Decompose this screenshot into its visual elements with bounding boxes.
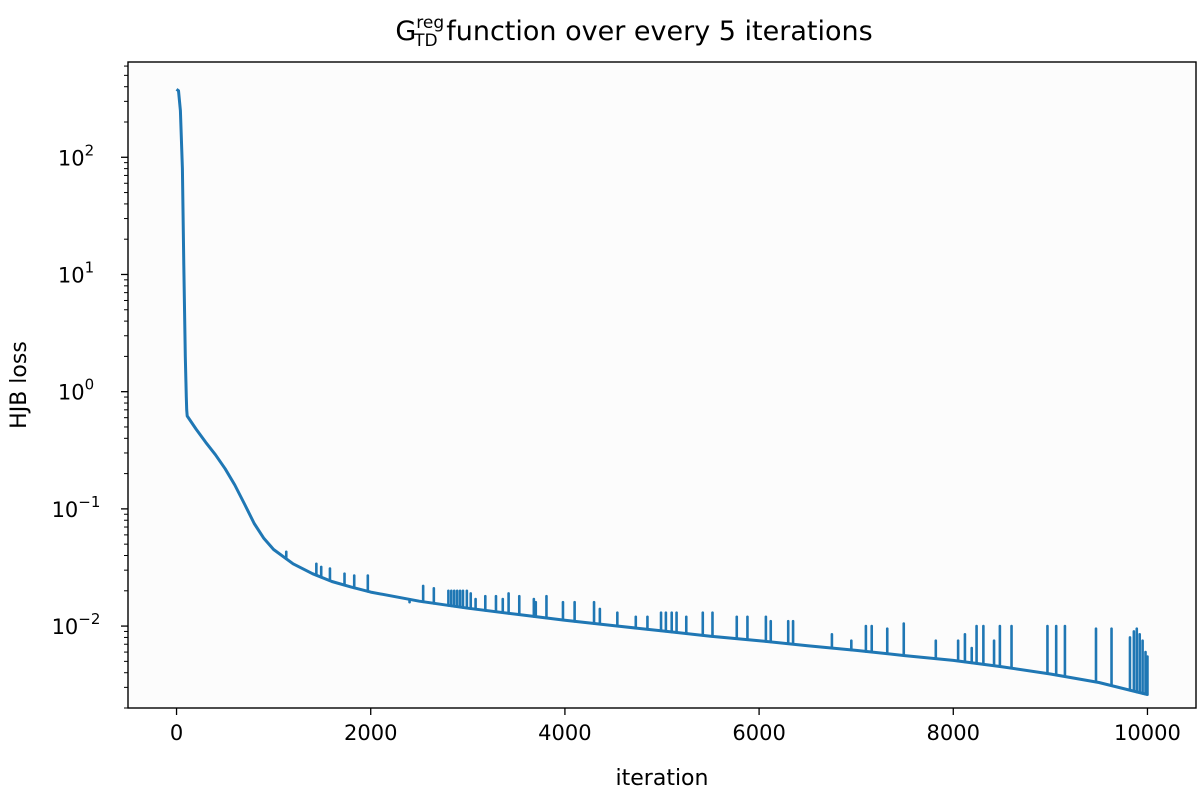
chart-title-main: G [395, 16, 416, 47]
x-tick-label-4: 8000 [927, 721, 980, 745]
x-axis-ticks: 0 2000 4000 6000 8000 10000 [170, 708, 1181, 745]
y-tick-base-1: 10 [52, 498, 79, 522]
plot-area [127, 61, 1197, 709]
chart-title: Greg TD function over every 5 iterations [395, 13, 872, 51]
x-tick-label-0: 0 [170, 721, 183, 745]
y-tick-exp-0: −2 [78, 610, 100, 628]
loss-series-line [175, 88, 1148, 697]
y-tick-label-3: 101 [58, 258, 94, 287]
y-tick-label-2: 100 [58, 376, 94, 405]
x-tick-label-5: 10000 [1114, 721, 1181, 745]
y-tick-exp-2: 0 [85, 376, 95, 394]
y-tick-exp-3: 1 [85, 258, 95, 276]
chart-title-sup: reg [416, 13, 444, 33]
y-tick-base-0: 10 [52, 615, 79, 639]
y-tick-label-0: 10−2 [52, 610, 101, 639]
x-tick-label-2: 4000 [538, 721, 591, 745]
y-axis-minor-ticks [124, 65, 128, 709]
y-tick-exp-4: 2 [85, 141, 95, 159]
y-tick-exp-1: −1 [78, 493, 100, 511]
x-tick-label-1: 2000 [344, 721, 397, 745]
y-tick-base-3: 10 [58, 263, 85, 287]
x-axis-label: iteration [616, 766, 709, 791]
y-tick-base-2: 10 [58, 381, 85, 405]
x-tick-label-3: 6000 [732, 721, 785, 745]
series-layer [175, 88, 1149, 697]
chart-title-sub: TD [413, 31, 437, 51]
y-tick-label-1: 10−1 [52, 493, 101, 522]
y-tick-label-4: 102 [58, 141, 94, 170]
chart-title-rest: function over every 5 iterations [438, 16, 873, 47]
y-axis-label: HJB loss [7, 341, 32, 429]
y-tick-base-4: 10 [58, 146, 85, 170]
